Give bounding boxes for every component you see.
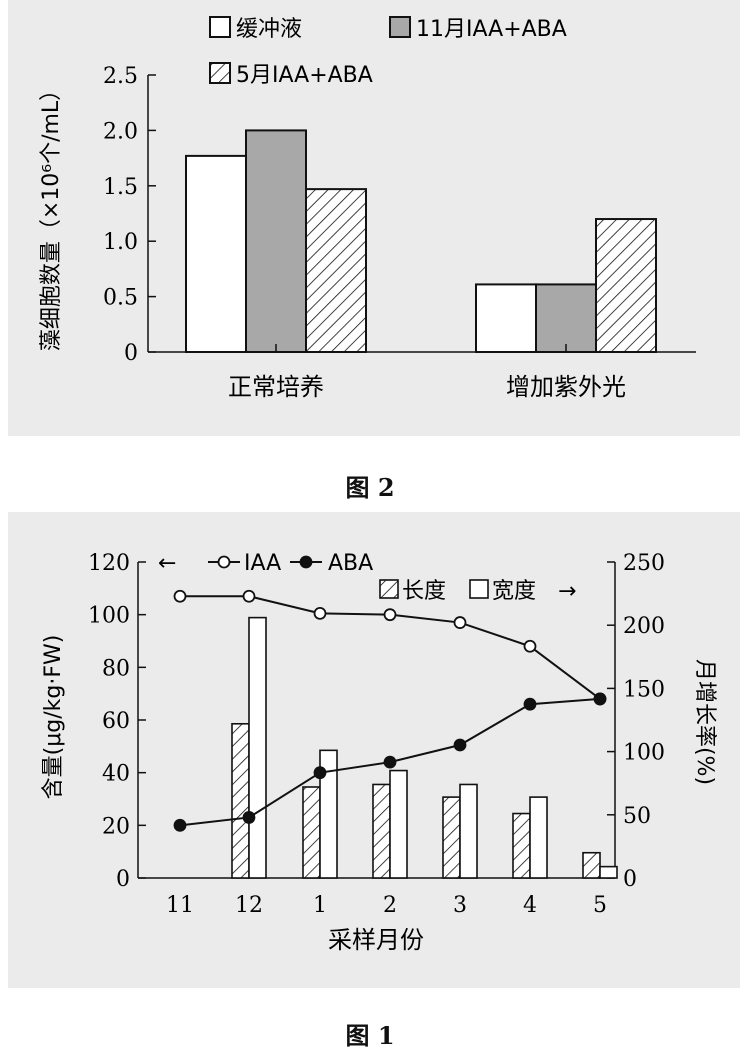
y-left-tick-label: 20 (102, 814, 130, 839)
x-tick-label: 5 (593, 893, 607, 918)
y-left-tick-label: 60 (102, 709, 130, 734)
y-left-tick-label: 100 (88, 604, 130, 629)
y-axis-label: 藻细胞数量（×10⁶个/mL） (39, 79, 64, 351)
point-IAA-11 (173, 589, 187, 603)
legend-label: 5月IAA+ABA (236, 63, 373, 88)
legend-width-label: 宽度 (492, 579, 536, 604)
y-right-axis-label: 月增长率(%) (692, 659, 717, 785)
point-IAA-3 (453, 616, 467, 629)
bar-宽度-1 (319, 749, 338, 879)
bar-长度-4 (512, 812, 531, 879)
figure-2-panel: 0 0.5 1.0 1.5 2.0 2.5 藻细胞数量（×10⁶个/mL） 正常培养 增加紫外光… (8, 0, 740, 436)
y-tick-label: 0 (124, 341, 138, 366)
point-IAA-12 (242, 589, 256, 603)
legend-iaa-label: IAA (244, 551, 281, 576)
legend-swatch-缓冲液 (209, 16, 231, 38)
bar-11月IAA+ABA-增加紫外光 (535, 283, 597, 353)
point-ABA-3 (453, 738, 467, 752)
bar-宽度-4 (529, 796, 548, 879)
legend-label: 11月IAA+ABA (416, 17, 567, 42)
figure-1-panel: 0 20 40 60 80 100 120 0 50 100 150 200 250 含量(μg/kg·F… (8, 512, 740, 988)
point-IAA-1 (313, 606, 327, 620)
y-left-tick-label: 0 (116, 867, 130, 892)
figure-2-caption: 图 2 (345, 473, 395, 502)
legend-aba-marker (299, 555, 313, 569)
legend-iaa-marker (217, 555, 231, 569)
figure-2-bar-chart: 0 0.5 1.0 1.5 2.0 2.5 藻细胞数量（×10⁶个/mL） 正常培养 增加紫外光… (39, 16, 696, 401)
bar-宽度-5 (599, 865, 618, 879)
x-tick-label: 11 (166, 893, 194, 918)
x-tick-label: 正常培养 (228, 373, 324, 401)
point-ABA-4 (523, 697, 537, 711)
point-ABA-11 (173, 818, 187, 832)
y-tick-label: 2.5 (103, 64, 138, 89)
point-ABA-12 (242, 811, 256, 824)
point-IAA-4 (523, 639, 537, 653)
figure-1-combo-chart: 0 20 40 60 80 100 120 0 50 100 150 200 250 含量(μg/kg·F… (41, 551, 717, 954)
legend-right-arrow: → (558, 579, 576, 604)
y-left-tick-label: 40 (102, 762, 130, 787)
x-tick-label: 1 (313, 893, 327, 918)
y-tick-label: 1.5 (103, 175, 138, 200)
bar-长度-3 (442, 796, 461, 879)
legend-width-swatch (469, 579, 489, 599)
point-IAA-2 (383, 608, 397, 622)
bar-长度-12 (231, 722, 250, 879)
legend-aba-label: ABA (328, 551, 373, 576)
point-ABA-1 (313, 766, 327, 780)
x-axis-label: 采样月份 (328, 926, 424, 954)
y-right-tick-label: 100 (623, 741, 665, 766)
y-right-tick-label: 150 (623, 677, 665, 702)
legend-swatch-5月IAA+ABA (209, 62, 231, 84)
y-tick-label: 1.0 (103, 230, 138, 255)
y-tick-label: 2.0 (103, 119, 138, 144)
y-right-tick-label: 200 (623, 614, 665, 639)
x-tick-label: 3 (453, 893, 467, 918)
bar-缓冲液-增加紫外光 (475, 283, 537, 353)
point-ABA-5 (593, 692, 607, 706)
x-tick-label: 增加紫外光 (506, 373, 626, 401)
legend-swatch-11月IAA+ABA (389, 16, 411, 38)
bar-宽度-12 (248, 616, 267, 879)
y-right-tick-label: 50 (623, 804, 651, 829)
y-right-tick-label: 250 (623, 551, 665, 576)
legend-left-arrow: ← (158, 551, 176, 576)
y-left-tick-label: 120 (88, 551, 130, 576)
x-tick-label: 4 (523, 893, 537, 918)
bar-宽度-2 (389, 769, 408, 879)
bar-长度-2 (372, 783, 391, 879)
point-ABA-2 (383, 755, 397, 769)
y-left-tick-label: 80 (102, 656, 130, 681)
y-left-axis-label: 含量(μg/kg·FW) (41, 635, 66, 800)
bar-宽度-3 (459, 783, 478, 879)
bar-5月IAA+ABA-正常培养 (305, 188, 367, 353)
y-tick-label: 0.5 (103, 286, 138, 311)
legend-length-label: 长度 (402, 579, 446, 604)
y-right-tick-label: 0 (623, 867, 637, 892)
bar-5月IAA+ABA-增加紫外光 (595, 218, 657, 353)
legend-length-swatch (379, 579, 399, 599)
legend-label: 缓冲液 (236, 17, 302, 42)
bar-长度-1 (302, 786, 321, 879)
x-tick-label: 2 (383, 893, 397, 918)
bar-长度-5 (582, 851, 601, 879)
bar-11月IAA+ABA-正常培养 (245, 129, 307, 353)
bar-缓冲液-正常培养 (185, 154, 247, 353)
figure-1-caption: 图 1 (345, 1021, 395, 1050)
x-tick-label: 12 (235, 893, 263, 918)
